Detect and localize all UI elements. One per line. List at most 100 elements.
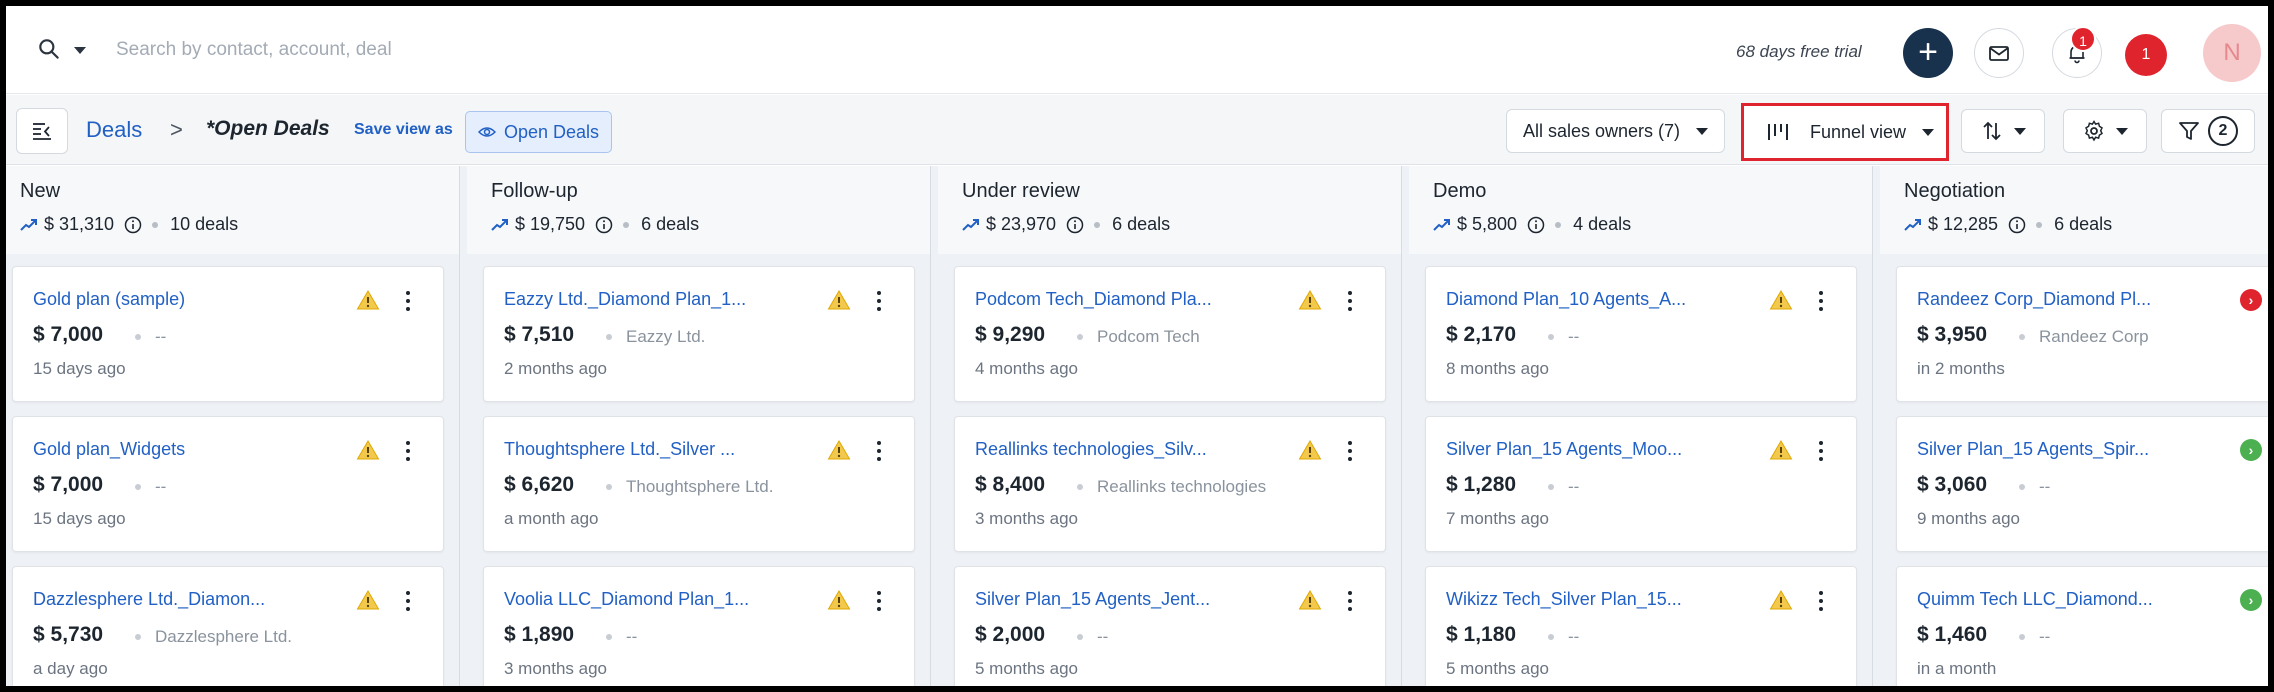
deal-card[interactable]: Silver Plan_15 Agents_Spir... › $ 3,060 … [1896, 416, 2268, 552]
deal-amount: $ 2,170 [1446, 323, 1517, 346]
deal-card[interactable]: Gold plan_Widgets $ 7,000 -- 15 days ago [12, 416, 444, 552]
info-icon[interactable] [1527, 216, 1545, 234]
deal-card[interactable]: Diamond Plan_10 Agents_A... $ 2,170 -- 8… [1425, 266, 1857, 402]
deal-amount: $ 8,400 [975, 473, 1046, 496]
deal-name-link[interactable]: Randeez Corp_Diamond Pl... [1917, 289, 2152, 309]
column-header: Follow-up $ 19,750 6 deals [467, 166, 930, 254]
deal-name-link[interactable]: Voolia LLC_Diamond Plan_1... [504, 589, 750, 609]
column-amount: $ 12,285 [1928, 214, 1999, 234]
deal-card[interactable]: Thoughtsphere Ltd._Silver ... $ 6,620 Th… [483, 416, 915, 552]
settings-dropdown[interactable] [2063, 109, 2147, 153]
info-icon[interactable] [2008, 216, 2026, 234]
deal-meta: Thoughtsphere Ltd. [606, 477, 773, 497]
more-options-icon[interactable] [1816, 289, 1826, 313]
separator-dot [1555, 221, 1562, 228]
save-view-as-link[interactable]: Save view as [354, 121, 453, 138]
column-amount: $ 5,800 [1457, 214, 1518, 234]
deal-card[interactable]: Silver Plan_15 Agents_Moo... $ 1,280 -- … [1425, 416, 1857, 552]
deal-meta: Dazzlesphere Ltd. [135, 627, 292, 647]
more-options-icon[interactable] [403, 589, 413, 613]
deal-name-link[interactable]: Dazzlesphere Ltd._Diamon... [33, 589, 266, 609]
view-mode-dropdown[interactable]: Funnel view [1741, 103, 1949, 161]
filter-button[interactable]: 2 [2161, 109, 2255, 153]
notification-button[interactable]: 1 [2125, 34, 2167, 76]
info-icon[interactable] [124, 216, 142, 234]
deal-meta: -- [2019, 477, 2050, 497]
more-options-icon[interactable] [874, 439, 884, 463]
deal-name-link[interactable]: Silver Plan_15 Agents_Spir... [1917, 439, 2150, 459]
deal-name-link[interactable]: Gold plan_Widgets [33, 439, 186, 459]
info-icon[interactable] [595, 216, 613, 234]
deal-account: -- [155, 477, 167, 496]
trend-up-icon [1904, 218, 1921, 231]
deal-meta: Podcom Tech [1077, 327, 1200, 347]
deal-card[interactable]: Wikizz Tech_Silver Plan_15... $ 1,180 --… [1425, 566, 1857, 686]
deal-account: Thoughtsphere Ltd. [626, 477, 774, 496]
info-icon[interactable] [1066, 216, 1084, 234]
deal-amount: $ 3,950 [1917, 323, 1988, 346]
deal-card[interactable]: Gold plan (sample) $ 7,000 -- 15 days ag… [12, 266, 444, 402]
add-button[interactable]: + [1903, 28, 1953, 78]
deal-name-link[interactable]: Silver Plan_15 Agents_Moo... [1446, 439, 1683, 459]
separator-dot [606, 484, 612, 490]
deal-meta: -- [1077, 627, 1108, 647]
deal-name-link[interactable]: Quimm Tech LLC_Diamond... [1917, 589, 2153, 609]
deal-meta: Randeez Corp [2019, 327, 2149, 347]
top-bar: 68 days free trial + 1 1 N [6, 6, 2268, 94]
deal-amount: $ 6,620 [504, 473, 575, 496]
sidebar-toggle-button[interactable] [16, 108, 68, 154]
avatar[interactable]: N [2203, 24, 2261, 82]
column-header: Negotiation $ 12,285 6 deals [1880, 166, 2268, 254]
search-scope-dropdown[interactable] [36, 36, 86, 62]
deal-time: 15 days ago [33, 509, 126, 528]
deal-name-link[interactable]: Gold plan (sample) [33, 289, 186, 309]
deal-name-link[interactable]: Eazzy Ltd._Diamond Plan_1... [504, 289, 747, 309]
trend-up-icon [962, 218, 979, 231]
deal-card[interactable]: Silver Plan_15 Agents_Jent... $ 2,000 --… [954, 566, 1386, 686]
deal-amount: $ 1,460 [1917, 623, 1988, 646]
deal-card[interactable]: Podcom Tech_Diamond Pla... $ 9,290 Podco… [954, 266, 1386, 402]
bell-count-badge: 1 [2070, 26, 2096, 52]
deal-name-link[interactable]: Podcom Tech_Diamond Pla... [975, 289, 1212, 309]
more-options-icon[interactable] [874, 289, 884, 313]
deal-card[interactable]: Eazzy Ltd._Diamond Plan_1... $ 7,510 Eaz… [483, 266, 915, 402]
deal-card[interactable]: Reallinks technologies_Silv... $ 8,400 R… [954, 416, 1386, 552]
deal-name-link[interactable]: Diamond Plan_10 Agents_A... [1446, 289, 1687, 309]
trial-text: 68 days free trial [1736, 42, 1862, 61]
open-deals-view-chip[interactable]: Open Deals [465, 111, 613, 153]
breadcrumb-deals-link[interactable]: Deals [86, 117, 143, 142]
more-options-icon[interactable] [1816, 589, 1826, 613]
search-icon [39, 39, 59, 59]
warning-icon [356, 440, 380, 460]
deal-name-link[interactable]: Wikizz Tech_Silver Plan_15... [1446, 589, 1682, 609]
search-input[interactable] [116, 34, 716, 66]
more-options-icon[interactable] [1345, 439, 1355, 463]
deal-card[interactable]: Quimm Tech LLC_Diamond... › $ 1,460 -- i… [1896, 566, 2268, 686]
menu-collapse-icon [33, 123, 51, 140]
deal-time: 7 months ago [1446, 509, 1550, 528]
more-options-icon[interactable] [403, 289, 413, 313]
warning-icon [827, 590, 851, 610]
more-options-icon[interactable] [1816, 439, 1826, 463]
deal-meta: -- [1548, 327, 1579, 347]
filter-count-badge: 2 [2208, 116, 2238, 146]
deal-name-link[interactable]: Reallinks technologies_Silv... [975, 439, 1207, 459]
sales-owners-dropdown[interactable]: All sales owners (7) [1506, 109, 1726, 153]
deal-account: -- [155, 327, 167, 346]
more-options-icon[interactable] [1345, 289, 1355, 313]
more-options-icon[interactable] [874, 589, 884, 613]
sort-dropdown[interactable] [1961, 109, 2045, 153]
deal-card[interactable]: Dazzlesphere Ltd._Diamon... $ 5,730 Dazz… [12, 566, 444, 686]
deal-name-link[interactable]: Silver Plan_15 Agents_Jent... [975, 589, 1211, 609]
deal-card[interactable]: Voolia LLC_Diamond Plan_1... $ 1,890 -- … [483, 566, 915, 686]
more-options-icon[interactable] [1345, 589, 1355, 613]
more-options-icon[interactable] [403, 439, 413, 463]
deal-account: -- [2039, 477, 2051, 496]
warning-icon [1769, 290, 1793, 310]
deal-name-link[interactable]: Thoughtsphere Ltd._Silver ... [504, 439, 736, 459]
separator-dot [1077, 334, 1083, 340]
separator-dot [135, 484, 141, 490]
deal-account: Dazzlesphere Ltd. [155, 627, 293, 646]
mail-button[interactable] [1974, 28, 2024, 78]
deal-card[interactable]: Randeez Corp_Diamond Pl... › $ 3,950 Ran… [1896, 266, 2268, 402]
